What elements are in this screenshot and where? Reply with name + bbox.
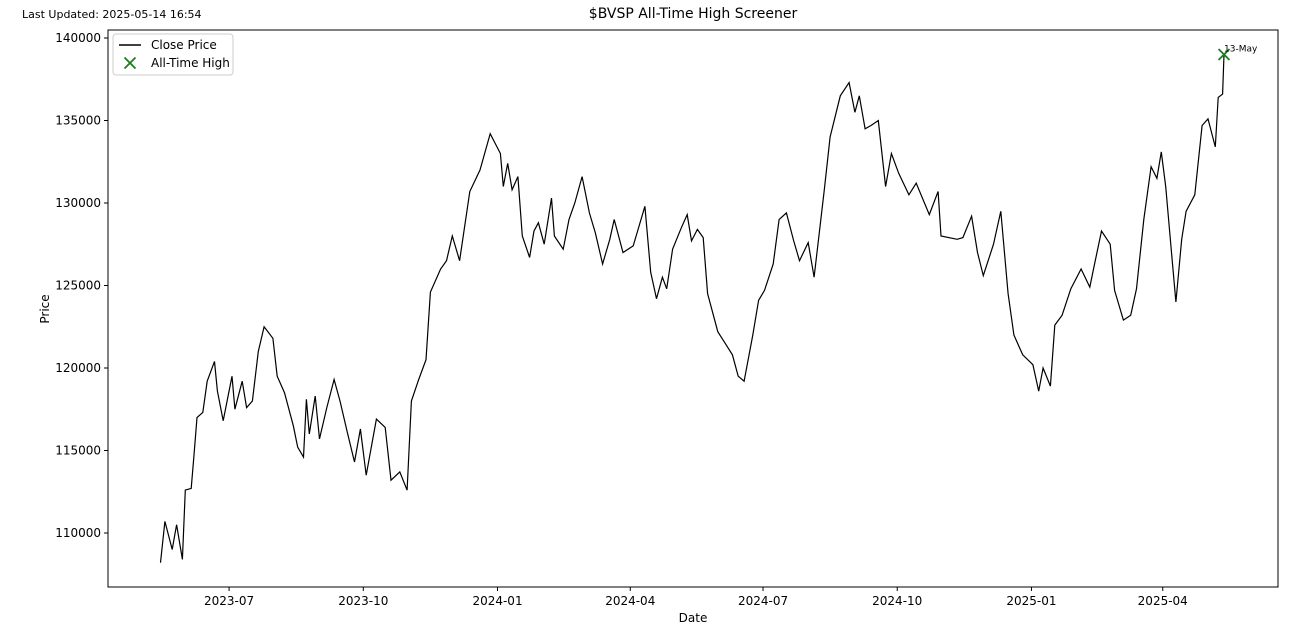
ath-annotation: 13-May <box>1224 45 1258 55</box>
x-tick-label: 2023-10 <box>338 594 388 608</box>
y-tick-label: 125000 <box>55 278 101 292</box>
x-tick-label: 2024-01 <box>472 594 522 608</box>
legend-label: All-Time High <box>151 56 230 70</box>
price-line <box>159 54 1225 563</box>
x-tick-label: 2024-07 <box>738 594 788 608</box>
x-tick-label: 2024-04 <box>605 594 655 608</box>
y-tick-label: 130000 <box>55 196 101 210</box>
y-axis-label: Price <box>38 294 52 323</box>
y-tick-label: 140000 <box>55 31 101 45</box>
x-tick-label: 2024-10 <box>872 594 922 608</box>
y-tick-label: 120000 <box>55 361 101 375</box>
y-tick-label: 110000 <box>55 526 101 540</box>
legend: Close Price All-Time High <box>112 33 234 76</box>
y-tick-label: 135000 <box>55 114 101 128</box>
plot-frame <box>107 29 1279 588</box>
y-tick-label: 115000 <box>55 443 101 457</box>
legend-label: Close Price <box>151 38 217 52</box>
x-tick-label: 2023-07 <box>204 594 254 608</box>
legend-swatch <box>123 56 137 70</box>
ath-marker <box>1217 48 1231 61</box>
legend-box <box>112 33 234 76</box>
x-tick-label: 2025-01 <box>1006 594 1056 608</box>
x-tick-label: 2025-04 <box>1138 594 1188 608</box>
chart-title: $BVSP All-Time High Screener <box>589 6 798 22</box>
x-axis-label: Date <box>679 611 708 625</box>
last-updated: Last Updated: 2025-05-14 16:54 <box>22 8 202 21</box>
